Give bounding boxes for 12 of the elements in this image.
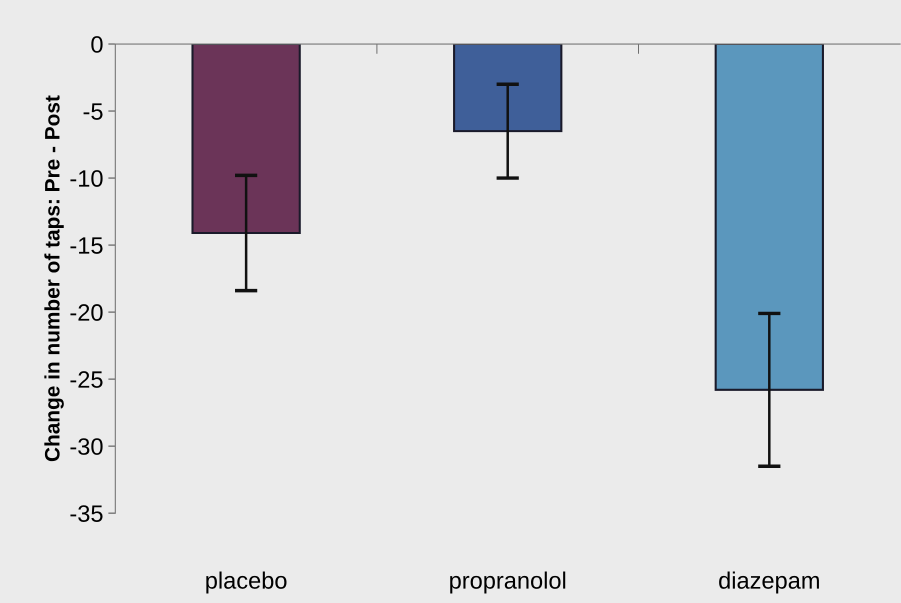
x-tick-label: diazepam	[719, 571, 819, 594]
y-tick-label: -20	[70, 304, 103, 321]
y-tick-label: -15	[70, 237, 103, 254]
y-tick-label: -35	[70, 505, 103, 522]
y-tick-label: -25	[70, 371, 103, 388]
y-tick-label: -5	[84, 103, 103, 120]
y-axis-title: Change in number of taps: Pre - Post	[44, 95, 64, 462]
x-tick-label: propranolol	[450, 571, 566, 594]
y-tick-label: -30	[70, 438, 103, 455]
y-tick-label: -10	[70, 170, 103, 187]
y-tick-label: 0	[91, 36, 103, 53]
x-tick-label: placebo	[206, 571, 286, 594]
